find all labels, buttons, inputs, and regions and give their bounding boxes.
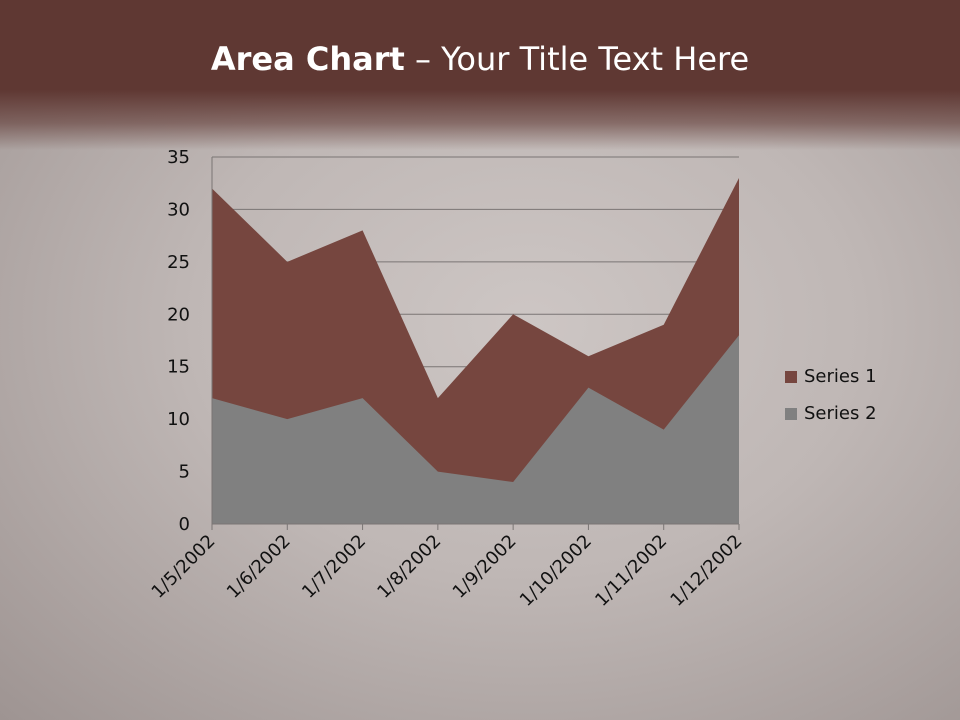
legend-swatch: [785, 370, 797, 383]
x-tick-label: 1/10/2002: [516, 531, 596, 611]
legend-label: Series 1: [804, 366, 877, 387]
x-tick-label: 1/6/2002: [223, 531, 295, 603]
y-tick-label: 15: [167, 357, 190, 378]
x-tick-label: 1/12/2002: [666, 531, 746, 611]
y-tick-label: 10: [167, 409, 190, 430]
area-series-2: [212, 335, 739, 524]
title-band: [0, 0, 960, 150]
x-tick-label: 1/11/2002: [591, 531, 671, 611]
legend: Series 1 Series 2: [785, 358, 877, 432]
y-tick-label: 25: [167, 252, 190, 273]
x-tick-label: 1/7/2002: [298, 531, 370, 603]
slide-title: Area Chart – Your Title Text Here: [0, 40, 960, 78]
x-tick-label: 1/9/2002: [449, 531, 521, 603]
legend-item-series-2: Series 2: [785, 395, 877, 432]
y-tick-label: 35: [167, 147, 190, 168]
legend-swatch: [785, 407, 797, 420]
y-tick-label: 20: [167, 304, 190, 325]
legend-item-series-1: Series 1: [785, 358, 877, 395]
y-tick-label: 30: [167, 199, 190, 220]
legend-label: Series 2: [804, 403, 877, 424]
y-tick-label: 0: [179, 514, 190, 535]
y-tick-label: 5: [179, 462, 190, 483]
title-bold: Area Chart: [210, 40, 405, 78]
x-tick-label: 1/5/2002: [148, 531, 220, 603]
x-tick-label: 1/8/2002: [373, 531, 445, 603]
title-rest: – Your Title Text Here: [404, 40, 750, 78]
